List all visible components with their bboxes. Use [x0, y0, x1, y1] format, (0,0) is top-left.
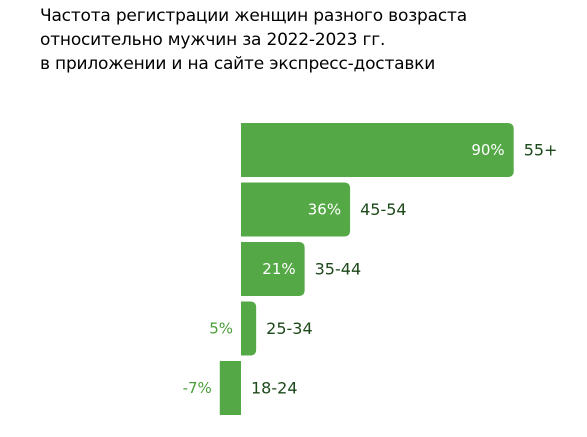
category-label: 55+	[524, 141, 558, 160]
bar	[241, 301, 257, 356]
bar	[241, 182, 351, 237]
chart-title-line-2: относительно мужчин за 2022-2023 гг.	[40, 30, 386, 50]
category-label: 45-54	[360, 200, 407, 219]
value-label: 5%	[209, 320, 233, 338]
chart-title-line-1: Частота регистрации женщин разного возра…	[40, 6, 467, 26]
chart-title-line-3: в приложении и на сайте экспресс-доставк…	[40, 54, 436, 74]
category-label: 25-34	[266, 319, 313, 338]
category-label: 18-24	[251, 379, 298, 398]
bar-group: -7% 18-24	[183, 361, 298, 415]
chart-title: Частота регистрации женщин разного возра…	[40, 4, 570, 76]
category-label: 35-44	[315, 260, 362, 279]
value-label: 90%	[471, 141, 504, 159]
bar	[241, 242, 305, 296]
value-label: -7%	[183, 379, 212, 397]
bar-group: 36% 45-54	[241, 182, 407, 237]
bar-group: 21% 35-44	[241, 242, 361, 296]
bar-group: 5% 25-34	[209, 301, 313, 356]
bar-group: 90% 55+	[241, 123, 557, 177]
value-label: 36%	[308, 201, 341, 219]
bar	[219, 361, 241, 415]
bar	[241, 123, 514, 177]
value-label: 21%	[262, 260, 295, 278]
